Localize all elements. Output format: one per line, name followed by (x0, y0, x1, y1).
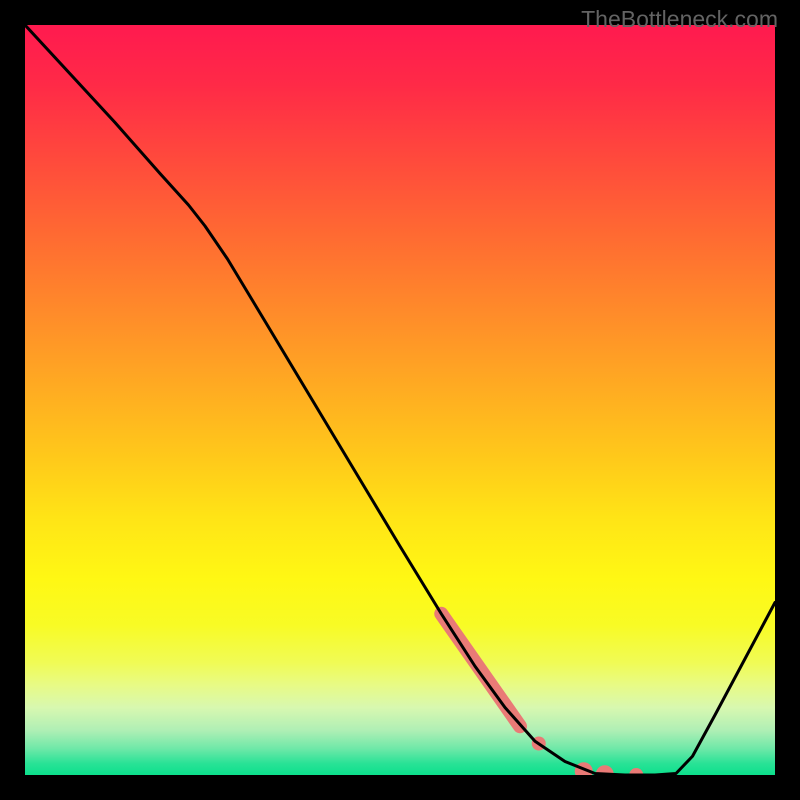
chart-curve-layer (25, 25, 775, 775)
chart-plot-area (25, 25, 775, 775)
watermark-text: TheBottleneck.com (581, 6, 778, 33)
highlight-markers (441, 614, 643, 775)
bottleneck-curve (25, 25, 775, 775)
